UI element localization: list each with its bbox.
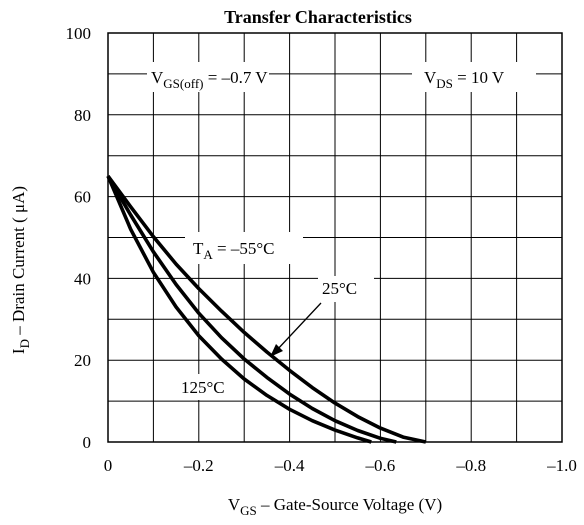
t125-label-bg bbox=[177, 374, 241, 400]
series-line-1 bbox=[106, 175, 397, 444]
y-tick-labels: 0 20 40 60 80 100 bbox=[66, 24, 92, 452]
y-tick-label: 0 bbox=[83, 433, 92, 452]
plot-frame bbox=[107, 32, 563, 443]
y-tick-label: 60 bbox=[74, 188, 91, 207]
t125-annotation: 125°C bbox=[181, 378, 225, 397]
series-line-0 bbox=[106, 175, 427, 444]
t25-arrow-line bbox=[275, 302, 322, 352]
y-tick-label: 100 bbox=[66, 24, 92, 43]
y-axis-label: ID – Drain Current ( μA) bbox=[9, 186, 32, 354]
vgs-off-annotation: VGS(off) = –0.7 V bbox=[151, 68, 268, 91]
y-tick-label: 40 bbox=[74, 269, 91, 288]
x-tick-label: –1.0 bbox=[546, 456, 577, 475]
x-tick-label: –0.8 bbox=[455, 456, 486, 475]
series-line-2 bbox=[106, 175, 372, 444]
vds-annotation: VDS = 10 V bbox=[424, 68, 505, 91]
grid bbox=[108, 33, 562, 442]
vds-label-bg bbox=[412, 62, 536, 92]
chart-title: Transfer Characteristics bbox=[224, 7, 412, 27]
x-tick-labels: 0 –0.2 –0.4 –0.6 –0.8 –1.0 bbox=[104, 456, 577, 475]
y-tick-label: 20 bbox=[74, 351, 91, 370]
x-axis-label: VGS – Gate-Source Voltage (V) bbox=[228, 495, 442, 518]
series-lines bbox=[106, 175, 427, 444]
y-tick-label: 80 bbox=[74, 106, 91, 125]
t25-arrow-head bbox=[270, 344, 283, 357]
x-tick-label: –0.6 bbox=[365, 456, 396, 475]
x-tick-label: 0 bbox=[104, 456, 113, 475]
t25-label-bg bbox=[318, 276, 374, 302]
x-tick-label: –0.2 bbox=[183, 456, 214, 475]
x-tick-label: –0.4 bbox=[274, 456, 305, 475]
ta-label-bg bbox=[185, 232, 303, 264]
vgs-off-label-bg bbox=[147, 62, 269, 92]
ta-annotation: TA = –55°C bbox=[193, 239, 275, 262]
t25-annotation: 25°C bbox=[322, 279, 357, 298]
